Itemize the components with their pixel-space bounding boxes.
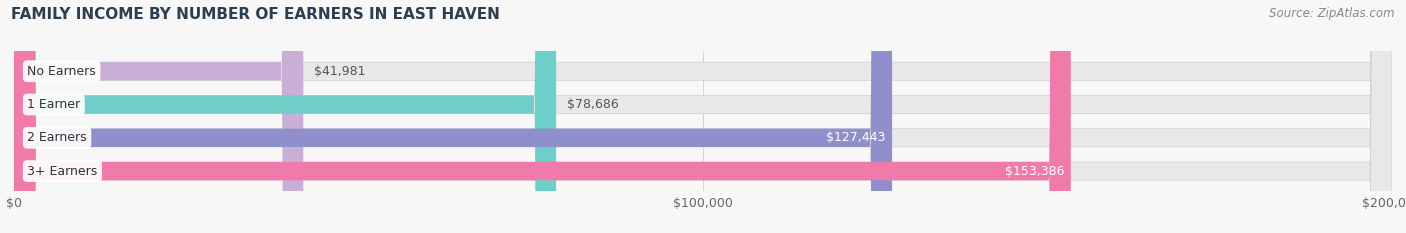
FancyBboxPatch shape — [14, 0, 1071, 233]
Text: 1 Earner: 1 Earner — [27, 98, 80, 111]
Text: $78,686: $78,686 — [567, 98, 619, 111]
Text: $127,443: $127,443 — [827, 131, 886, 144]
Text: 3+ Earners: 3+ Earners — [27, 164, 97, 178]
Text: FAMILY INCOME BY NUMBER OF EARNERS IN EAST HAVEN: FAMILY INCOME BY NUMBER OF EARNERS IN EA… — [11, 7, 501, 22]
Text: $41,981: $41,981 — [315, 65, 366, 78]
FancyBboxPatch shape — [14, 0, 304, 233]
FancyBboxPatch shape — [14, 0, 891, 233]
Text: No Earners: No Earners — [27, 65, 96, 78]
FancyBboxPatch shape — [14, 0, 1392, 233]
FancyBboxPatch shape — [14, 0, 1392, 233]
Text: Source: ZipAtlas.com: Source: ZipAtlas.com — [1270, 7, 1395, 20]
Text: 2 Earners: 2 Earners — [27, 131, 87, 144]
FancyBboxPatch shape — [14, 0, 1392, 233]
FancyBboxPatch shape — [14, 0, 1392, 233]
Text: $153,386: $153,386 — [1005, 164, 1064, 178]
FancyBboxPatch shape — [14, 0, 557, 233]
